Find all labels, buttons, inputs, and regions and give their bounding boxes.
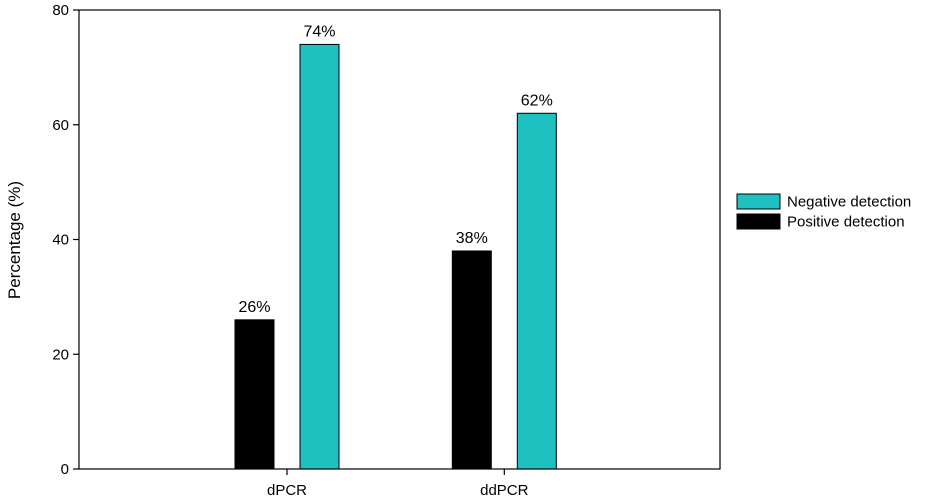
bar-positive-detection-ddpcr — [451, 250, 492, 470]
x-category-label: dPCR — [267, 482, 307, 499]
legend-swatch — [736, 193, 781, 210]
data-label: 26% — [238, 299, 270, 316]
legend-label: Positive detection — [787, 214, 905, 231]
data-labels: 26% 74% 38% 62% — [238, 23, 552, 315]
x-axis-category-labels: dPCR ddPCR — [267, 469, 529, 499]
data-label: 62% — [521, 92, 553, 109]
y-axis-title: Percentage (%) — [5, 181, 24, 299]
data-label: 74% — [303, 23, 335, 40]
bars — [234, 43, 557, 470]
y-tick-label: 0 — [61, 461, 69, 478]
y-tick-label: 60 — [52, 117, 69, 134]
legend-label: Negative detection — [787, 194, 911, 211]
y-tick-label: 80 — [52, 2, 69, 19]
plot-frame — [78, 9, 721, 470]
x-category-label: ddPCR — [480, 482, 529, 499]
legend: Negative detection Positive detection — [736, 193, 911, 231]
y-axis-ticks: 0 20 40 60 80 — [52, 2, 79, 478]
bar-positive-detection-dpcr — [234, 319, 275, 470]
y-tick-label: 20 — [52, 346, 69, 363]
bar-negative-detection-ddpcr — [516, 112, 557, 470]
legend-swatch — [736, 213, 781, 230]
y-tick-label: 40 — [52, 232, 69, 249]
bar-negative-detection-dpcr — [299, 43, 340, 470]
data-label: 38% — [456, 230, 488, 247]
